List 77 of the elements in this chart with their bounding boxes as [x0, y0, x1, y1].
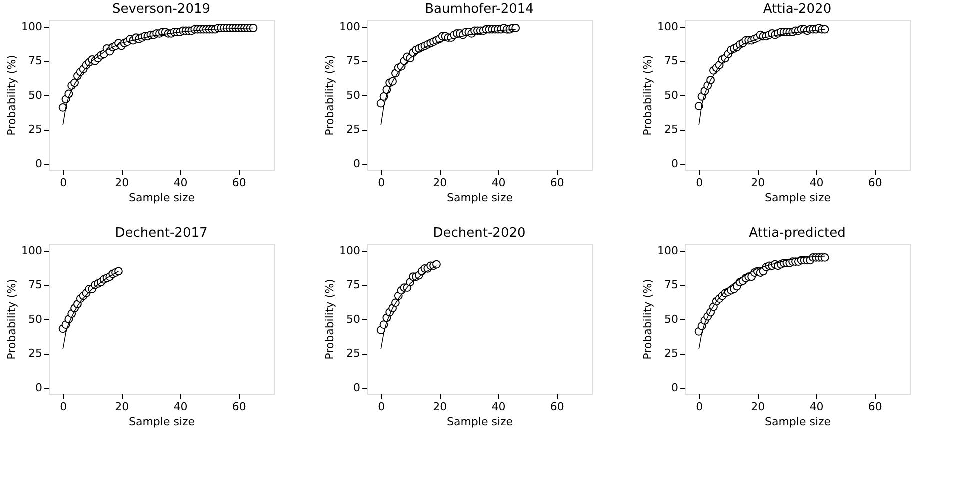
y-tick-label: 25: [664, 123, 678, 136]
x-tick-label: 60: [550, 400, 564, 414]
x-tick-label: 60: [232, 176, 246, 190]
x-tick-label: 40: [174, 176, 188, 190]
x-tick-label: 40: [810, 400, 824, 414]
y-tick-label: 0: [36, 381, 42, 394]
y-tick-label: 0: [36, 157, 42, 170]
x-tick-label: 0: [378, 176, 386, 190]
point: [432, 260, 441, 269]
x-tick-label: 20: [751, 176, 766, 190]
y-tick-label: 75: [346, 278, 360, 292]
x-tick-label: 40: [492, 176, 506, 190]
x-tick-label: 20: [115, 176, 130, 190]
x-tick-label: 20: [751, 400, 766, 414]
y-axis-title: Probability (%): [642, 55, 655, 136]
x-tick-label: 0: [378, 400, 386, 414]
chart-title: Dechent-2020: [433, 226, 526, 241]
x-tick-label: 0: [60, 176, 68, 190]
x-tick-label: 20: [433, 400, 448, 414]
chart-title: Attia-predicted: [749, 226, 846, 241]
y-tick-label: 50: [346, 88, 360, 102]
y-tick-label: 100: [658, 20, 678, 34]
x-tick-label: 0: [60, 400, 68, 414]
x-tick-label: 20: [433, 176, 448, 190]
x-tick-label: 60: [550, 176, 564, 190]
x-axis-title: Sample size: [446, 192, 514, 204]
x-tick-label: 60: [868, 176, 882, 190]
point: [512, 24, 520, 32]
y-tick-label: 25: [346, 123, 360, 136]
x-axis-title: Sample size: [764, 192, 832, 204]
y-tick-label: 75: [28, 54, 42, 68]
x-axis-title: Sample size: [128, 192, 196, 204]
y-axis-title: Probability (%): [324, 279, 337, 360]
x-axis-title: Sample size: [446, 416, 514, 428]
chart-title: Attia-2020: [763, 2, 832, 17]
y-tick-label: 50: [28, 312, 42, 326]
chart-title: Severson-2019: [112, 2, 211, 17]
y-tick-label: 25: [346, 347, 360, 360]
y-axis-title: Probability (%): [324, 55, 337, 136]
y-tick-label: 0: [672, 157, 678, 170]
y-tick-label: 50: [664, 88, 678, 102]
y-axis-title: Probability (%): [642, 279, 655, 360]
y-tick-label: 50: [664, 312, 678, 326]
y-tick-label: 100: [658, 244, 678, 258]
chart-title: Baumhofer-2014: [425, 2, 534, 17]
y-tick-label: 25: [28, 347, 42, 360]
y-tick-label: 25: [28, 123, 42, 136]
x-tick-label: 60: [868, 400, 882, 414]
y-tick-label: 50: [346, 312, 360, 326]
x-axis-title: Sample size: [764, 416, 832, 428]
y-tick-label: 75: [28, 278, 42, 292]
y-tick-label: 100: [340, 20, 360, 34]
y-tick-label: 75: [664, 278, 678, 292]
x-axis-title: Sample size: [128, 416, 196, 428]
y-tick-label: 0: [354, 381, 360, 394]
y-tick-label: 100: [22, 244, 42, 258]
point: [820, 254, 830, 262]
point: [114, 267, 123, 276]
x-tick-label: 40: [810, 176, 824, 190]
point: [820, 25, 830, 34]
x-tick-label: 40: [174, 400, 188, 414]
y-tick-label: 75: [346, 54, 360, 68]
y-tick-label: 0: [672, 381, 678, 394]
y-tick-label: 75: [664, 54, 678, 68]
x-tick-label: 20: [115, 400, 130, 414]
y-tick-label: 50: [28, 88, 42, 102]
y-tick-label: 100: [340, 244, 360, 258]
y-axis-title: Probability (%): [6, 279, 19, 360]
y-axis-title: Probability (%): [6, 55, 19, 136]
y-tick-label: 100: [22, 20, 42, 34]
y-tick-label: 25: [664, 347, 678, 360]
x-tick-label: 40: [492, 400, 506, 414]
x-tick-label: 0: [696, 176, 704, 190]
x-tick-label: 60: [232, 400, 246, 414]
chart-title: Dechent-2017: [115, 226, 208, 241]
x-tick-label: 0: [696, 400, 704, 414]
y-tick-label: 0: [354, 157, 360, 170]
